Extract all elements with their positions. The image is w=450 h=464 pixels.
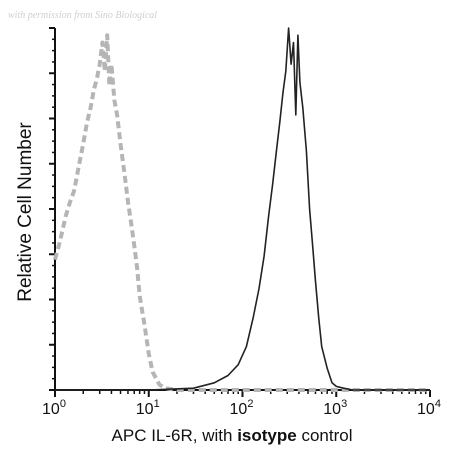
x-tick-label-exponent: 4 [435, 398, 441, 410]
x-tick-label: 104 [417, 398, 441, 418]
x-axis-label: APC IL-6R, with isotype control [112, 426, 353, 445]
x-tick-label: 102 [230, 398, 254, 418]
x-axis-label-isotype: isotype [237, 426, 297, 445]
x-tick-label-base: 10 [42, 401, 60, 418]
x-tick-label-exponent: 2 [247, 398, 253, 410]
x-axis-label-part-1: APC IL-6R, with [112, 426, 238, 445]
x-tick-label-base: 10 [323, 401, 341, 418]
series-layer [53, 27, 430, 392]
watermark-text: with permission from Sino Biological [8, 10, 157, 21]
isotype-control-curve [53, 33, 430, 392]
x-axis-ticks [54, 390, 431, 397]
x-tick-label: 100 [42, 398, 66, 418]
plot-area: 100 101 102 103 104 [42, 27, 441, 418]
y-axis-label: Relative Cell Number [15, 122, 36, 302]
il6r-stained-curve [55, 27, 430, 391]
x-tick-label-exponent: 3 [341, 398, 347, 410]
x-tick-label-exponent: 1 [154, 398, 160, 410]
x-tick-label: 101 [136, 398, 160, 418]
x-tick-label-exponent: 0 [60, 398, 66, 410]
x-tick-label-base: 10 [136, 401, 154, 418]
x-tick-label-base: 10 [417, 401, 435, 418]
y-axis-ticks [49, 27, 55, 391]
x-axis-tick-labels: 100 101 102 103 104 [42, 398, 441, 418]
x-tick-label: 103 [323, 398, 347, 418]
x-axis-label-part-3: control [297, 426, 353, 445]
x-tick-label-base: 10 [230, 401, 248, 418]
